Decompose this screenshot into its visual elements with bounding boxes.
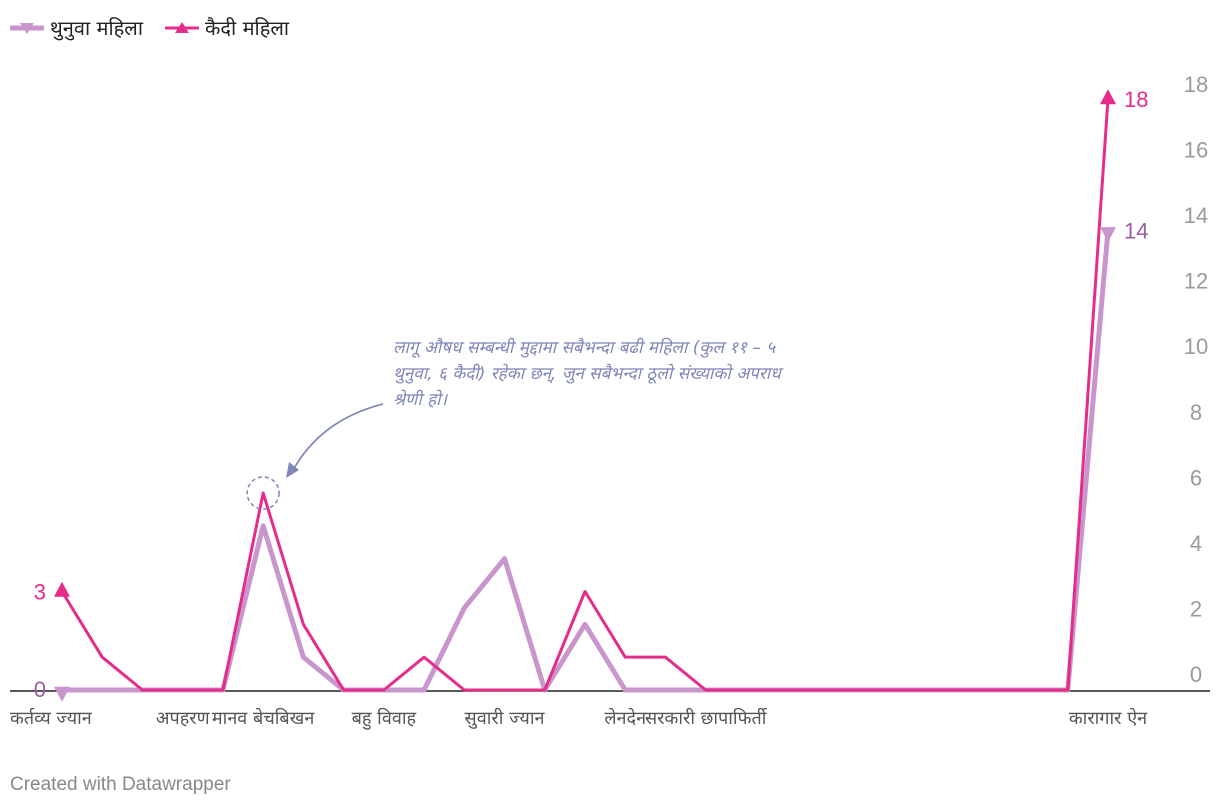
y-tick-label: 16 <box>1184 138 1208 163</box>
annotation-text-line: थुनुवा, ६ कैदी) रहेका छन्, जुन सबैभन्दा … <box>393 363 784 384</box>
annotation-circle <box>246 476 280 510</box>
triangle-down-icon <box>10 22 44 34</box>
end-label-detainee: 14 <box>1124 218 1148 243</box>
x-tick-label: कारागार ऐन <box>1069 707 1148 729</box>
y-tick-label: 10 <box>1184 334 1208 359</box>
legend-item-detainee[interactable]: थुनुवा महिला <box>10 14 143 41</box>
x-tick-label: अपहरण <box>156 708 211 729</box>
legend-label-prisoner: कैदी महिला <box>205 16 290 40</box>
x-tick-label: बहु विवाह <box>352 707 417 730</box>
y-tick-label: 4 <box>1190 531 1202 556</box>
start-label-detainee: 0 <box>34 677 46 702</box>
triangle-up-icon <box>165 21 200 33</box>
legend: थुनुवा महिला कैदी महिला <box>10 14 289 41</box>
y-tick-label: 6 <box>1190 465 1202 490</box>
y-tick-label: 0 <box>1190 662 1202 687</box>
series-line-prisoner <box>60 97 1110 692</box>
start-marker-detainee <box>54 686 70 702</box>
y-tick-label: 18 <box>1184 72 1208 97</box>
x-tick-label: कर्तव्य ज्यान <box>10 707 93 729</box>
legend-label-detainee: थुनुवा महिला <box>50 16 144 40</box>
line-chart: 18 16 14 12 10 8 6 4 2 0 कर्तव्य ज्यान अपहरण मानव बे… <box>10 72 1210 730</box>
y-tick-label: 12 <box>1184 269 1208 294</box>
legend-item-prisoner[interactable]: कैदी महिला <box>165 14 289 41</box>
annotation-arrow-line <box>291 403 384 473</box>
credit-text: Created with Datawrapper <box>10 774 231 795</box>
y-tick-label: 8 <box>1190 400 1202 425</box>
x-tick-label: सुवारी ज्यान <box>465 707 546 729</box>
y-tick-label: 2 <box>1190 596 1202 621</box>
series-line-detainee <box>59 227 1111 693</box>
x-tick-label: सरकारी छापाफिर्ती <box>645 707 768 729</box>
annotation-arrowhead <box>286 462 299 478</box>
x-tick-label: मानव बेचबिखन <box>212 707 316 729</box>
end-marker-detainee <box>1100 227 1116 243</box>
start-marker-prisoner <box>54 581 70 597</box>
annotation-text-line: लागू औषध सम्बन्धी मुद्दामा सबैभन्दा बढी … <box>393 337 776 358</box>
end-label-prisoner: 18 <box>1124 87 1148 112</box>
start-label-prisoner: 3 <box>34 580 46 605</box>
annotation-text-line: श्रेणी हो। <box>393 389 449 410</box>
x-tick-label: लेनदेन <box>604 707 647 729</box>
end-marker-prisoner <box>1100 89 1116 105</box>
y-tick-label: 14 <box>1184 203 1208 228</box>
